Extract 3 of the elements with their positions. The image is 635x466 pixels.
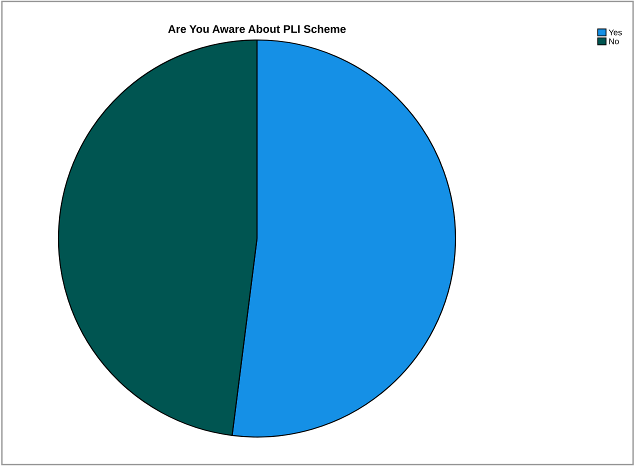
legend-label: Yes bbox=[608, 30, 622, 36]
chart-title: Are You Aware About PLI Scheme bbox=[168, 24, 346, 33]
legend-label: No bbox=[609, 38, 619, 44]
